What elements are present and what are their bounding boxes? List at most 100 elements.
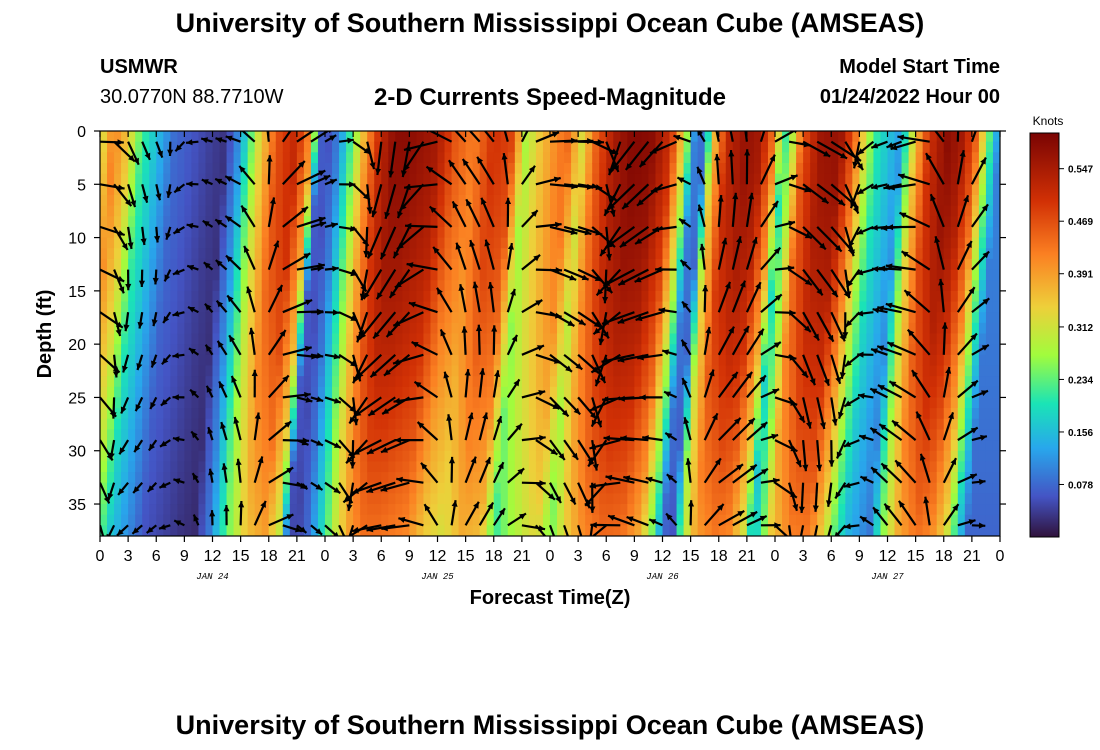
- heat-cell: [831, 152, 839, 164]
- heat-cell: [971, 141, 980, 153]
- heat-cell: [950, 322, 959, 335]
- heat-cell: [662, 322, 671, 335]
- heat-cell: [381, 386, 389, 399]
- heat-cell: [838, 141, 846, 153]
- heat-cell: [100, 365, 108, 377]
- heat-cell: [697, 386, 706, 399]
- heat-cell: [775, 216, 783, 228]
- heat-cell: [971, 184, 980, 196]
- heat-cell: [760, 365, 769, 377]
- heat-cell: [149, 418, 157, 431]
- heat-cell: [669, 258, 678, 271]
- heat-cell: [310, 440, 319, 452]
- heat-cell: [325, 216, 333, 228]
- heat-cell: [317, 344, 326, 356]
- heat-cell: [542, 440, 551, 452]
- heat-cell: [303, 162, 312, 175]
- heat-cell: [486, 514, 495, 526]
- heat-cell: [170, 205, 178, 217]
- heat-cell: [929, 258, 938, 271]
- heat-cell: [887, 290, 896, 303]
- heat-cell: [915, 482, 924, 494]
- heat-cell: [514, 194, 523, 207]
- heat-cell: [789, 386, 797, 399]
- heat-cell: [296, 376, 305, 388]
- heat-cell: [170, 493, 178, 505]
- heat-cell: [458, 493, 467, 505]
- heat-cell: [578, 333, 586, 345]
- heat-cell: [922, 216, 931, 228]
- heat-cell: [655, 450, 664, 462]
- heat-cell: [711, 333, 720, 345]
- heat-cell: [985, 461, 994, 473]
- heat-cell: [950, 280, 959, 292]
- heat-cell: [191, 258, 200, 271]
- heat-cell: [775, 504, 783, 516]
- heat-cell: [346, 216, 354, 228]
- heat-cell: [627, 397, 635, 409]
- heat-cell: [430, 141, 439, 153]
- heat-cell: [606, 216, 614, 228]
- heat-cell: [409, 184, 418, 196]
- heat-cell: [177, 365, 185, 377]
- heat-cell: [838, 397, 846, 409]
- heat-cell: [100, 173, 108, 185]
- heat-cell: [444, 408, 453, 420]
- heat-cell: [915, 418, 924, 431]
- heat-cell: [852, 312, 860, 324]
- heat-cell: [233, 408, 242, 420]
- heat-cell: [472, 493, 481, 505]
- heat-cell: [325, 131, 333, 143]
- heat-cell: [233, 322, 242, 335]
- heat-cell: [585, 322, 593, 335]
- heat-cell: [170, 131, 178, 143]
- heat-cell: [831, 237, 839, 249]
- heat-cell: [149, 514, 157, 526]
- heat-cell: [521, 152, 530, 164]
- heat-cell: [142, 418, 150, 431]
- heat-cell: [880, 184, 889, 196]
- heat-cell: [430, 280, 439, 292]
- heat-cell: [430, 440, 439, 452]
- heat-cell: [395, 312, 403, 324]
- heat-cell: [128, 141, 136, 153]
- heat-cell: [437, 322, 446, 335]
- heat-cell: [978, 429, 987, 441]
- heat-cell: [915, 280, 924, 292]
- heat-cell: [212, 376, 221, 388]
- heat-cell: [978, 365, 987, 377]
- heat-cell: [493, 131, 502, 143]
- heat-cell: [887, 205, 896, 217]
- heat-cell: [782, 344, 790, 356]
- heat-cell: [205, 322, 214, 335]
- heat-cell: [149, 131, 157, 143]
- heat-cell: [950, 312, 959, 324]
- heat-cell: [542, 322, 551, 335]
- heat-cell: [824, 301, 832, 313]
- heat-cell: [542, 408, 551, 420]
- heat-cell: [557, 301, 565, 313]
- heat-cell: [346, 418, 354, 431]
- heat-cell: [514, 184, 523, 196]
- heat-cell: [121, 216, 129, 228]
- heat-cell: [789, 258, 797, 271]
- heat-cell: [184, 354, 193, 367]
- heat-cell: [866, 376, 875, 388]
- heat-cell: [219, 248, 228, 260]
- heat-cell: [634, 344, 643, 356]
- heat-cell: [528, 226, 537, 239]
- heat-cell: [571, 141, 579, 153]
- heat-cell: [866, 397, 875, 409]
- heat-cell: [437, 141, 446, 153]
- heat-cell: [873, 482, 882, 494]
- heat-cell: [275, 482, 284, 494]
- heat-cell: [542, 162, 551, 175]
- heat-cell: [500, 141, 509, 153]
- heat-cell: [205, 461, 214, 473]
- heat-cell: [542, 194, 551, 207]
- heat-cell: [205, 472, 214, 484]
- heat-cell: [507, 173, 516, 185]
- heat-cell: [240, 525, 249, 536]
- heat-cell: [641, 472, 650, 484]
- current-arrow-head: [166, 191, 173, 198]
